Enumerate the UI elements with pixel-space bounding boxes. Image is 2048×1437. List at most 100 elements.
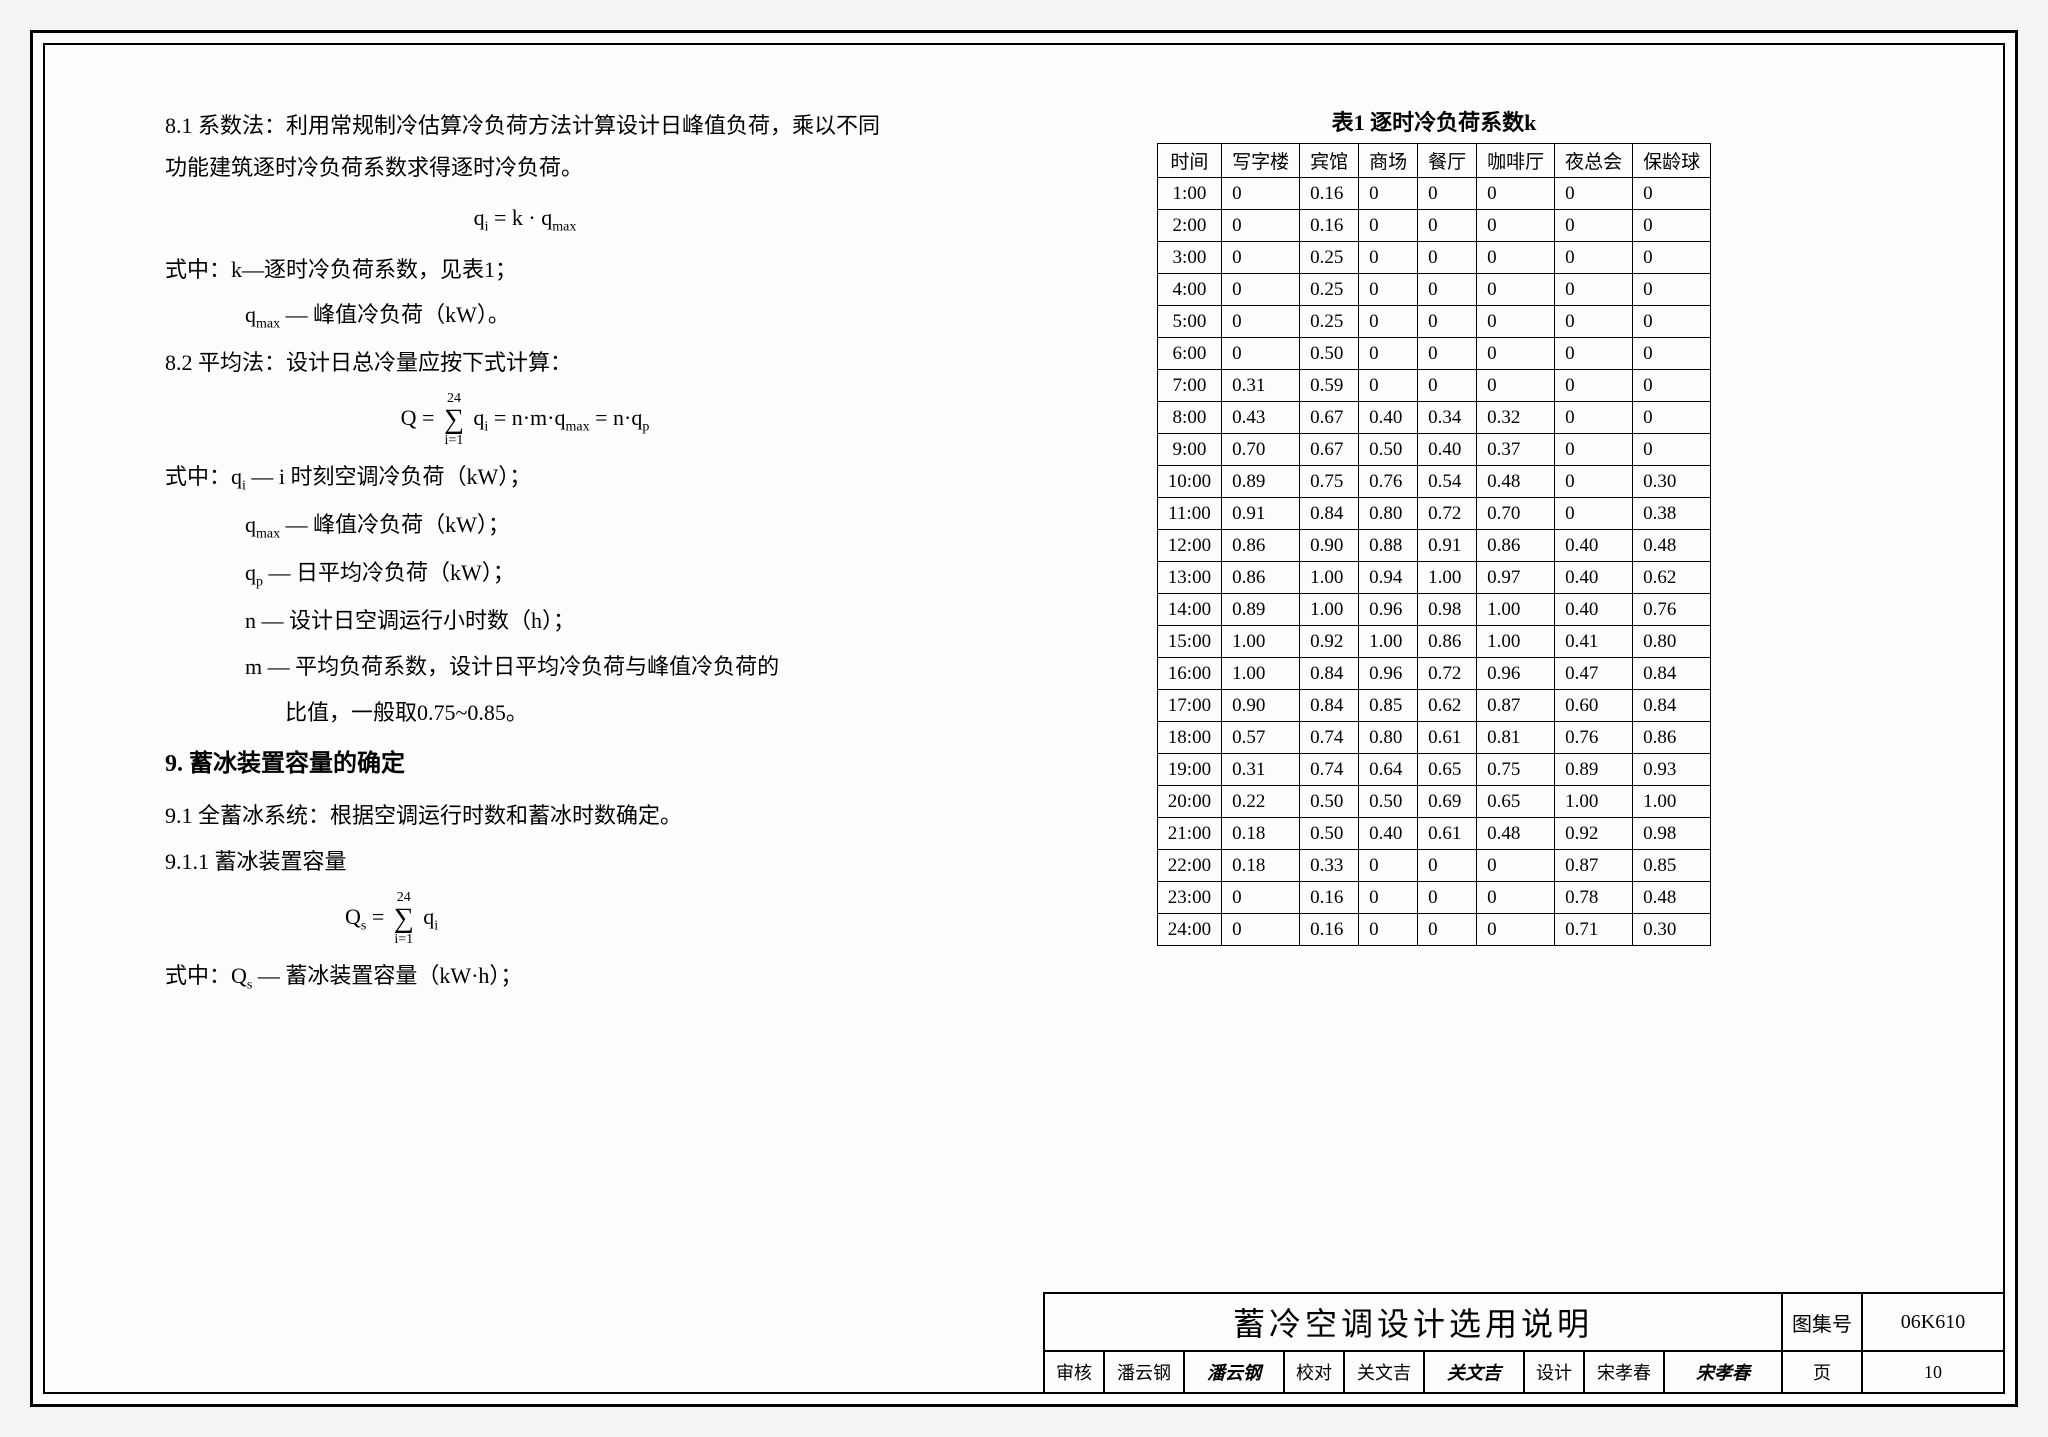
table-cell: 0.80 — [1633, 626, 1711, 658]
para-9-1a: 式中：Qs — 蓄冰装置容量（kW·h）； — [165, 955, 885, 999]
table-header: 商场 — [1359, 144, 1418, 178]
table-cell: 0.40 — [1555, 594, 1633, 626]
table-row: 8:000.430.670.400.340.3200 — [1157, 402, 1710, 434]
table-header: 写字楼 — [1222, 144, 1300, 178]
table-cell: 0.70 — [1477, 498, 1555, 530]
table-cell: 0 — [1222, 242, 1300, 274]
table-cell: 0 — [1418, 850, 1477, 882]
table-cell: 0 — [1477, 242, 1555, 274]
table-cell: 0.40 — [1359, 818, 1418, 850]
table-cell: 0.48 — [1633, 530, 1711, 562]
page-no: 10 — [1863, 1352, 2003, 1392]
table-cell: 0 — [1418, 306, 1477, 338]
table-cell: 6:00 — [1157, 338, 1221, 370]
table-cell: 0.86 — [1222, 562, 1300, 594]
table-row: 3:0000.2500000 — [1157, 242, 1710, 274]
table-cell: 1.00 — [1477, 594, 1555, 626]
drawing-title: 蓄冷空调设计选用说明 — [1045, 1294, 1783, 1350]
table-row: 2:0000.1600000 — [1157, 210, 1710, 242]
table-cell: 14:00 — [1157, 594, 1221, 626]
para-8-2d: n — 设计日空调运行小时数（h）； — [165, 600, 885, 642]
table-cell: 0 — [1359, 242, 1418, 274]
table-cell: 0 — [1222, 210, 1300, 242]
table-cell: 18:00 — [1157, 722, 1221, 754]
f2-left: Q = — [401, 405, 435, 430]
table-cell: 0.41 — [1555, 626, 1633, 658]
table-cell: 0 — [1633, 370, 1711, 402]
table-cell: 1.00 — [1477, 626, 1555, 658]
table-cell: 0.62 — [1633, 562, 1711, 594]
table-cell: 0 — [1555, 434, 1633, 466]
table-cell: 0.16 — [1300, 210, 1359, 242]
table-cell: 1.00 — [1359, 626, 1418, 658]
table-header: 夜总会 — [1555, 144, 1633, 178]
table-cell: 0 — [1555, 178, 1633, 210]
table-cell: 0.93 — [1633, 754, 1711, 786]
table-title: 表1 逐时冷负荷系数k — [945, 105, 1923, 137]
table-cell: 0.90 — [1300, 530, 1359, 562]
table-cell: 0.33 — [1300, 850, 1359, 882]
table-cell: 0 — [1555, 498, 1633, 530]
table-cell: 0.78 — [1555, 882, 1633, 914]
para-8-1a: 式中：k—逐时冷负荷系数，见表1； — [165, 249, 885, 291]
table-cell: 0 — [1555, 242, 1633, 274]
para-8-2f: 比值，一般取0.75~0.85。 — [165, 692, 885, 734]
table-cell: 0 — [1477, 178, 1555, 210]
table-row: 11:000.910.840.800.720.7000.38 — [1157, 498, 1710, 530]
shenhe-sig: 潘云钢 — [1185, 1352, 1285, 1392]
table-cell: 0 — [1418, 242, 1477, 274]
table-cell: 1.00 — [1222, 626, 1300, 658]
f2-right: qi = n·m·qmax = n·qp — [473, 405, 649, 430]
table-cell: 0.22 — [1222, 786, 1300, 818]
table-cell: 0.91 — [1418, 530, 1477, 562]
table-cell: 13:00 — [1157, 562, 1221, 594]
f3-right: qi — [423, 904, 438, 929]
table-cell: 0 — [1359, 370, 1418, 402]
table-cell: 0.84 — [1633, 658, 1711, 690]
table-row: 6:0000.5000000 — [1157, 338, 1710, 370]
table-cell: 0.62 — [1418, 690, 1477, 722]
table-cell: 0 — [1477, 370, 1555, 402]
table-cell: 0.50 — [1359, 786, 1418, 818]
table-cell: 22:00 — [1157, 850, 1221, 882]
table-cell: 0.43 — [1222, 402, 1300, 434]
shenhe-label: 审核 — [1045, 1352, 1105, 1392]
jiaodui-name: 关文吉 — [1345, 1352, 1425, 1392]
table-cell: 0.31 — [1222, 370, 1300, 402]
table-cell: 0.97 — [1477, 562, 1555, 594]
table-cell: 0 — [1477, 914, 1555, 946]
table-row: 14:000.891.000.960.981.000.400.76 — [1157, 594, 1710, 626]
table-cell: 0.72 — [1418, 498, 1477, 530]
table-cell: 0 — [1633, 434, 1711, 466]
table-cell: 0.32 — [1477, 402, 1555, 434]
table-cell: 0.86 — [1418, 626, 1477, 658]
jiaodui-sig: 关文吉 — [1425, 1352, 1525, 1392]
table-cell: 0 — [1359, 850, 1418, 882]
table-cell: 0 — [1359, 306, 1418, 338]
table-cell: 0.30 — [1633, 914, 1711, 946]
table-cell: 0 — [1359, 338, 1418, 370]
table-cell: 0 — [1555, 274, 1633, 306]
table-cell: 1.00 — [1418, 562, 1477, 594]
shenhe-name: 潘云钢 — [1105, 1352, 1185, 1392]
titleblock-row2: 审核 潘云钢 潘云钢 校对 关文吉 关文吉 设计 宋孝春 宋孝春 页 10 — [1045, 1352, 2003, 1392]
para-8-2b: qmax — 峰值冷负荷（kW）； — [165, 504, 885, 548]
table-cell: 0 — [1359, 914, 1418, 946]
table-cell: 0.50 — [1300, 818, 1359, 850]
table-cell: 0.85 — [1359, 690, 1418, 722]
table-cell: 0.94 — [1359, 562, 1418, 594]
table-row: 13:000.861.000.941.000.970.400.62 — [1157, 562, 1710, 594]
table-cell: 0.89 — [1222, 594, 1300, 626]
table-cell: 0 — [1222, 338, 1300, 370]
table-cell: 4:00 — [1157, 274, 1221, 306]
table-cell: 0 — [1633, 210, 1711, 242]
table-header: 宾馆 — [1300, 144, 1359, 178]
table-cell: 0.70 — [1222, 434, 1300, 466]
right-column: 表1 逐时冷负荷系数k 时间写字楼宾馆商场餐厅咖啡厅夜总会保龄球 1:0000.… — [945, 105, 1923, 1252]
para-8-1b: qmax — 峰值冷负荷（kW）。 — [165, 294, 885, 338]
table-cell: 0.67 — [1300, 402, 1359, 434]
table-cell: 0 — [1633, 338, 1711, 370]
table-cell: 3:00 — [1157, 242, 1221, 274]
table-cell: 17:00 — [1157, 690, 1221, 722]
table-cell: 0.48 — [1633, 882, 1711, 914]
